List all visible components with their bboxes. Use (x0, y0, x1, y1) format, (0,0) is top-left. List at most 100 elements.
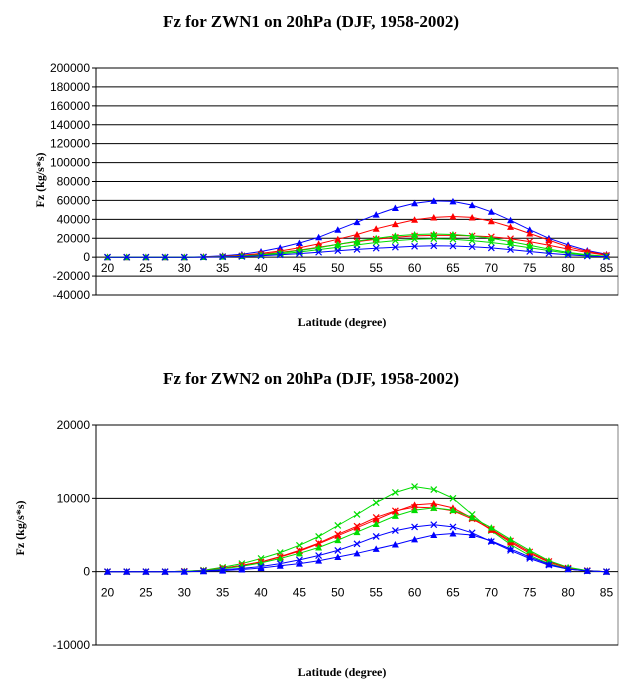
y-tick-label: -20000 (53, 269, 91, 283)
data-point (391, 232, 399, 239)
data-point (449, 530, 457, 537)
data-point (507, 535, 515, 543)
y-tick-label: 0 (83, 250, 90, 264)
data-point (487, 537, 495, 544)
data-point (468, 213, 476, 221)
data-point (104, 568, 112, 575)
data-point (487, 234, 495, 242)
data-point (391, 204, 399, 211)
data-point (391, 507, 399, 515)
data-point (276, 562, 284, 569)
data-point (123, 253, 131, 261)
data-point (391, 489, 399, 496)
x-tick-label: 80 (561, 261, 575, 275)
x-tick-label: 35 (216, 586, 230, 600)
x-tick-label: 20 (101, 586, 115, 600)
data-point (334, 532, 342, 539)
data-point (411, 535, 419, 543)
data-point (545, 236, 553, 244)
data-point (372, 244, 380, 252)
data-point (526, 230, 534, 237)
chart1-x-tick-labels: 20 25 30 35 40 45 50 55 60 65 70 75 80 85 (101, 261, 614, 275)
data-point (430, 521, 438, 529)
data-point (468, 232, 476, 239)
data-point (296, 541, 303, 549)
data-point (487, 217, 495, 225)
data-point (353, 230, 361, 238)
data-point (487, 208, 495, 215)
x-tick-label: 80 (561, 586, 575, 600)
data-point (161, 568, 169, 575)
x-tick-label: 20 (101, 261, 115, 275)
data-point (411, 523, 418, 531)
data-point (545, 247, 553, 254)
data-point (372, 545, 380, 552)
data-point (430, 235, 438, 243)
y-tick-label: 0 (83, 565, 90, 579)
data-point (468, 237, 476, 245)
data-point (507, 223, 515, 230)
data-point (372, 533, 380, 540)
x-tick-label: 25 (139, 586, 153, 600)
data-point (507, 216, 515, 224)
data-point (526, 553, 534, 560)
data-point (411, 199, 419, 207)
chart2-xlabel: Latitude (degree) (298, 665, 387, 679)
data-point (526, 226, 534, 233)
x-tick-label: 35 (216, 261, 230, 275)
data-point (545, 241, 553, 249)
data-point (391, 541, 399, 548)
x-tick-label: 70 (485, 586, 499, 600)
series-line (107, 506, 607, 573)
x-tick-label: 50 (331, 261, 345, 275)
data-point (391, 527, 399, 535)
data-point (180, 253, 188, 261)
data-point (180, 568, 188, 575)
data-point (411, 230, 419, 238)
data-point (430, 486, 438, 493)
data-point (468, 201, 476, 209)
y-tick-label: 80000 (57, 175, 91, 189)
data-point (315, 557, 323, 564)
data-point (526, 238, 534, 245)
chart1-ylabel: Fz (kg/s*s) (33, 153, 47, 208)
data-point (353, 218, 361, 226)
data-point (315, 543, 323, 551)
data-point (315, 248, 323, 256)
y-tick-label: -40000 (53, 288, 91, 302)
data-point (468, 513, 476, 521)
data-point (142, 568, 150, 575)
y-tick-label: 140000 (50, 118, 90, 132)
x-tick-label: 55 (370, 586, 384, 600)
data-point (372, 516, 380, 523)
chart1-gridlines (92, 67, 619, 296)
data-point (372, 211, 380, 218)
x-tick-label: 75 (523, 586, 537, 600)
y-tick-label: 20000 (57, 418, 91, 432)
data-point (276, 554, 284, 562)
y-tick-label: 60000 (57, 193, 91, 207)
data-point (487, 239, 495, 246)
x-tick-label: 30 (178, 586, 192, 600)
data-point (564, 251, 572, 259)
data-point (507, 246, 514, 254)
data-point (583, 252, 591, 260)
data-point (430, 230, 438, 237)
y-tick-label: 100000 (50, 156, 90, 170)
data-point (526, 248, 534, 255)
data-point (334, 522, 342, 529)
data-point (238, 565, 246, 573)
data-point (430, 499, 438, 507)
data-point (487, 524, 495, 531)
data-point (161, 253, 169, 261)
data-point (411, 216, 419, 223)
data-point (372, 499, 380, 507)
x-tick-label: 25 (139, 261, 153, 275)
data-point (449, 523, 457, 531)
chart-zwn2: Fz for ZWN2 on 20hPa (DJF, 1958-2002) Fz… (13, 369, 619, 679)
data-point (353, 549, 361, 557)
x-tick-label: 45 (293, 261, 307, 275)
data-point (295, 239, 303, 246)
data-point (276, 244, 284, 251)
data-point (545, 560, 553, 568)
